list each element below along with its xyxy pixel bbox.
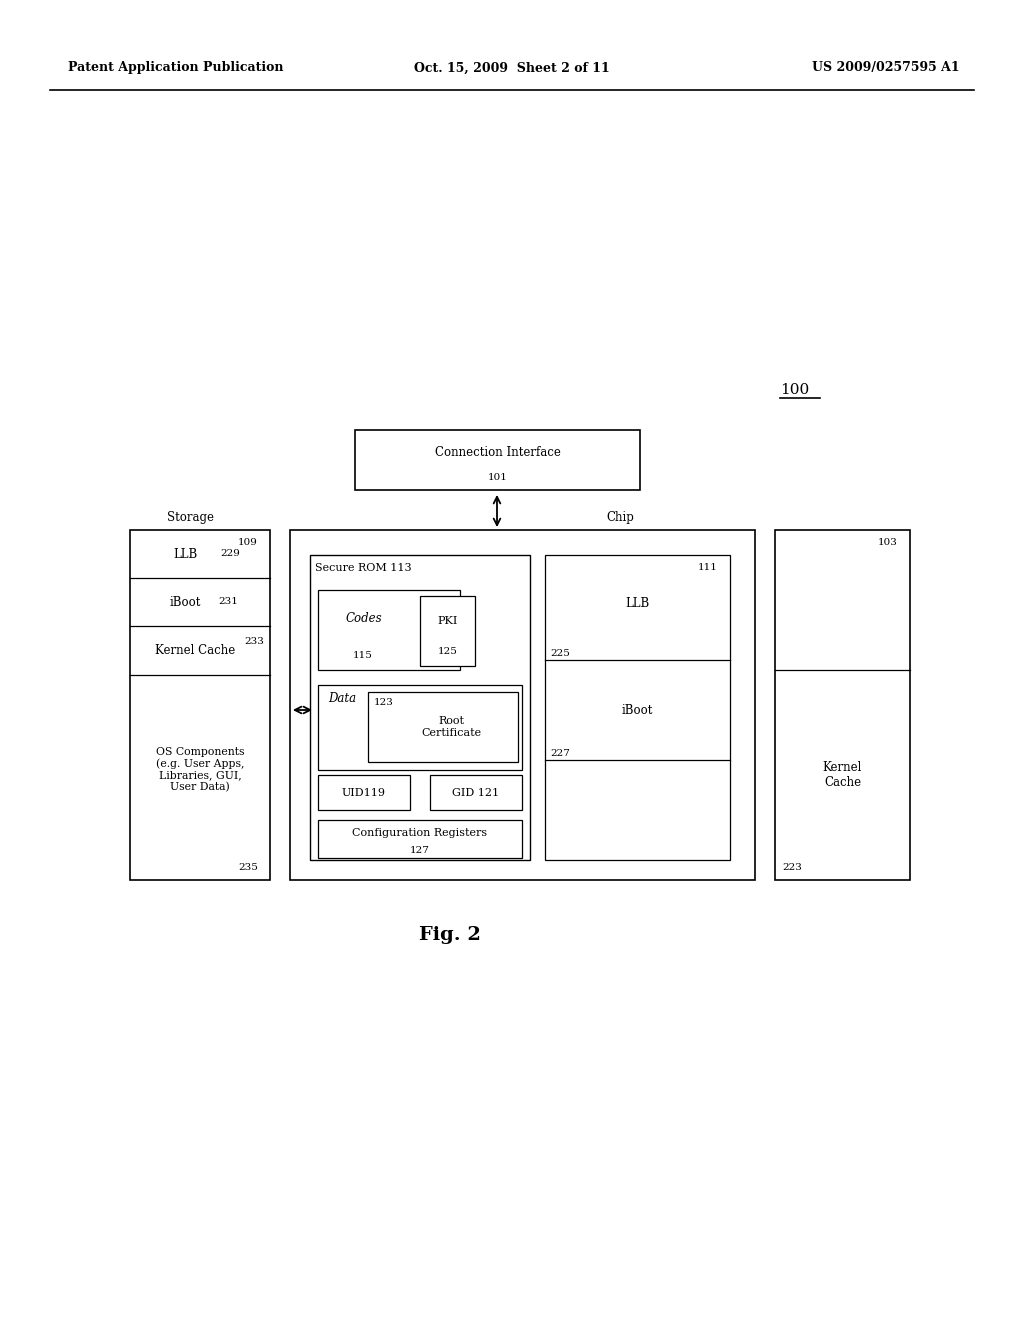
Text: iBoot: iBoot xyxy=(169,595,201,609)
Text: Root
Certificate: Root Certificate xyxy=(421,717,481,738)
Text: Configuration Registers: Configuration Registers xyxy=(352,829,487,838)
Text: Data: Data xyxy=(328,692,356,705)
Bar xyxy=(310,554,530,861)
Bar xyxy=(318,685,522,770)
Text: LLB: LLB xyxy=(173,548,198,561)
Bar xyxy=(318,775,410,810)
Text: US 2009/0257595 A1: US 2009/0257595 A1 xyxy=(812,62,961,74)
Text: 235: 235 xyxy=(239,863,258,873)
Text: Connection Interface: Connection Interface xyxy=(434,446,560,459)
Text: 127: 127 xyxy=(410,846,430,855)
Text: 100: 100 xyxy=(780,383,809,397)
Text: 227: 227 xyxy=(550,748,570,758)
Text: PKI: PKI xyxy=(437,615,458,626)
Text: Chip: Chip xyxy=(606,511,634,524)
Bar xyxy=(290,531,755,880)
Text: 229: 229 xyxy=(220,549,240,558)
Bar xyxy=(130,531,270,880)
Text: 103: 103 xyxy=(879,539,898,546)
Text: Codes: Codes xyxy=(346,611,383,624)
Bar xyxy=(318,820,522,858)
Text: 231: 231 xyxy=(218,598,238,606)
Text: Patent Application Publication: Patent Application Publication xyxy=(68,62,284,74)
Bar xyxy=(430,775,522,810)
Bar xyxy=(355,430,640,490)
Text: Fig. 2: Fig. 2 xyxy=(419,927,481,944)
Text: 123: 123 xyxy=(374,698,394,708)
Text: 109: 109 xyxy=(239,539,258,546)
Text: LLB: LLB xyxy=(626,597,649,610)
Text: Secure ROM 113: Secure ROM 113 xyxy=(315,564,412,573)
Bar xyxy=(775,531,910,880)
Bar xyxy=(545,554,730,861)
Text: Kernel
Cache: Kernel Cache xyxy=(823,762,862,789)
Text: 125: 125 xyxy=(437,648,458,656)
Text: iBoot: iBoot xyxy=(622,704,653,717)
Text: Kernel Cache: Kernel Cache xyxy=(155,644,236,657)
Text: 225: 225 xyxy=(550,649,570,657)
Text: OS Components
(e.g. User Apps,
Libraries, GUI,
User Data): OS Components (e.g. User Apps, Libraries… xyxy=(156,747,245,792)
Text: 233: 233 xyxy=(244,636,264,645)
Text: Storage: Storage xyxy=(167,511,213,524)
Bar xyxy=(318,590,460,671)
Bar xyxy=(420,597,475,667)
Text: GID 121: GID 121 xyxy=(453,788,500,797)
Text: 101: 101 xyxy=(487,474,508,483)
Text: 111: 111 xyxy=(698,564,718,572)
Bar xyxy=(368,692,518,762)
Text: 223: 223 xyxy=(782,863,802,873)
Text: Oct. 15, 2009  Sheet 2 of 11: Oct. 15, 2009 Sheet 2 of 11 xyxy=(414,62,610,74)
Text: 115: 115 xyxy=(353,651,373,660)
Text: UID119: UID119 xyxy=(342,788,386,797)
